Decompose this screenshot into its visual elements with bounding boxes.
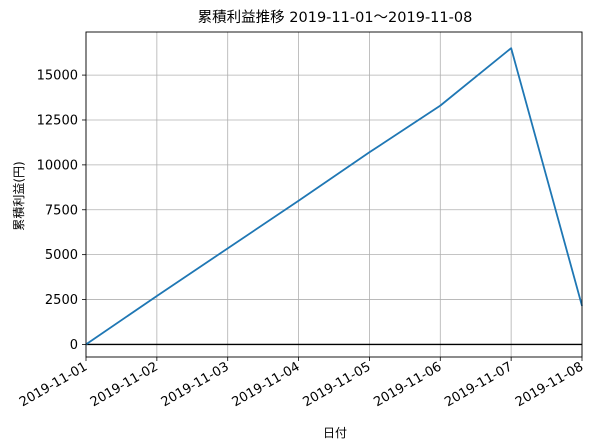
x-tick-label: 2019-11-02	[88, 359, 161, 410]
x-tick-label: 2019-11-07	[442, 359, 515, 410]
y-tick-label: 15000	[37, 69, 78, 84]
x-tick-label: 2019-11-05	[300, 359, 373, 410]
chart-title: 累積利益推移 2019-11-01〜2019-11-08	[198, 9, 473, 26]
x-axis-label: 日付	[323, 426, 347, 440]
x-tick-label: 2019-11-01	[17, 359, 90, 410]
y-tick-label: 10000	[37, 158, 78, 173]
y-tick-label: 5000	[45, 248, 78, 263]
y-axis-label: 累積利益(円)	[11, 161, 26, 230]
y-tick-label: 7500	[45, 203, 78, 218]
series-line	[85, 47, 583, 346]
x-tick-label: 2019-11-08	[513, 359, 586, 410]
series-layer	[85, 47, 583, 346]
y-tick-label: 0	[70, 338, 78, 353]
y-tick-label: 2500	[45, 293, 78, 308]
x-tick-label: 2019-11-03	[159, 359, 232, 410]
x-axis-ticks: 2019-11-012019-11-022019-11-032019-11-04…	[17, 357, 586, 410]
y-tick-label: 12500	[37, 113, 78, 128]
x-tick-label: 2019-11-06	[371, 359, 444, 410]
grid-lines	[85, 32, 583, 357]
x-tick-label: 2019-11-04	[230, 359, 303, 410]
plot-frame	[85, 31, 583, 358]
y-axis-ticks: 0 2500 5000 7500 10000 12500 15000	[37, 69, 86, 353]
